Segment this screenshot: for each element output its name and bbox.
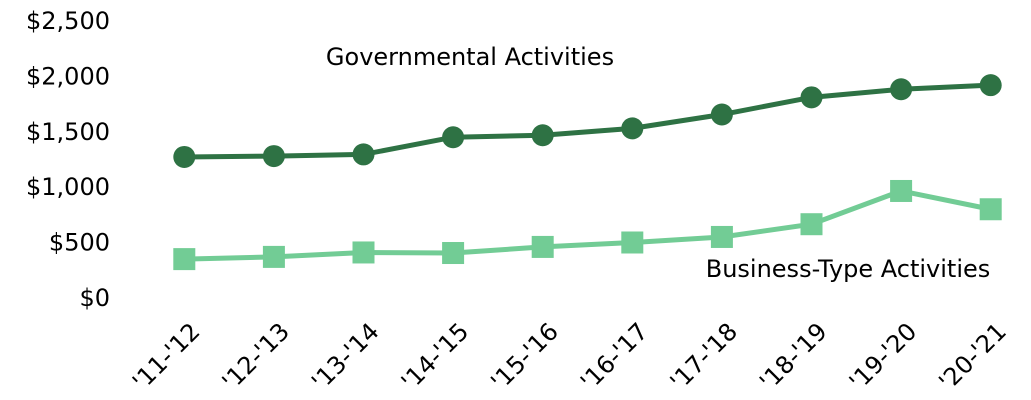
data-point — [531, 124, 554, 147]
data-point — [262, 145, 285, 168]
data-point — [173, 145, 196, 168]
y-tick-label: $1,000 — [26, 173, 110, 201]
series-line — [184, 188, 992, 262]
data-point — [442, 126, 465, 149]
x-tick-label: '18-'19 — [754, 317, 832, 395]
x-tick-label: '11-'12 — [127, 317, 205, 395]
y-tick-label: $2,000 — [26, 62, 110, 90]
data-point — [621, 117, 644, 140]
data-point — [710, 103, 733, 126]
x-tick-label: '19-'20 — [844, 317, 922, 395]
data-point — [890, 78, 913, 101]
data-point — [531, 235, 554, 258]
data-point — [262, 245, 285, 268]
data-point — [979, 198, 1002, 221]
data-point — [621, 231, 644, 254]
x-tick-label: '12-'13 — [217, 317, 295, 395]
x-tick-label: '14-'15 — [396, 317, 474, 395]
x-tick-label: '16-'17 — [575, 317, 653, 395]
data-point — [710, 225, 733, 248]
data-point — [979, 74, 1002, 97]
series-label: Governmental Activities — [326, 43, 614, 71]
y-tick-label: $1,500 — [26, 118, 110, 146]
series-label: Business-Type Activities — [706, 255, 991, 283]
x-tick-label: '15-'16 — [485, 317, 563, 395]
x-tick-label: '20-'21 — [933, 317, 1011, 395]
data-point — [442, 242, 465, 265]
y-tick-label: $500 — [49, 229, 110, 257]
data-point — [173, 248, 196, 271]
y-tick-label: $0 — [79, 284, 110, 312]
data-point — [800, 86, 823, 109]
data-point — [800, 213, 823, 236]
x-tick-label: '13-'14 — [306, 317, 384, 395]
y-tick-label: $2,500 — [26, 7, 110, 35]
data-point — [352, 143, 375, 166]
x-tick-label: '17-'18 — [665, 317, 743, 395]
data-point — [352, 241, 375, 264]
series-line — [184, 82, 991, 160]
data-point — [890, 179, 913, 202]
